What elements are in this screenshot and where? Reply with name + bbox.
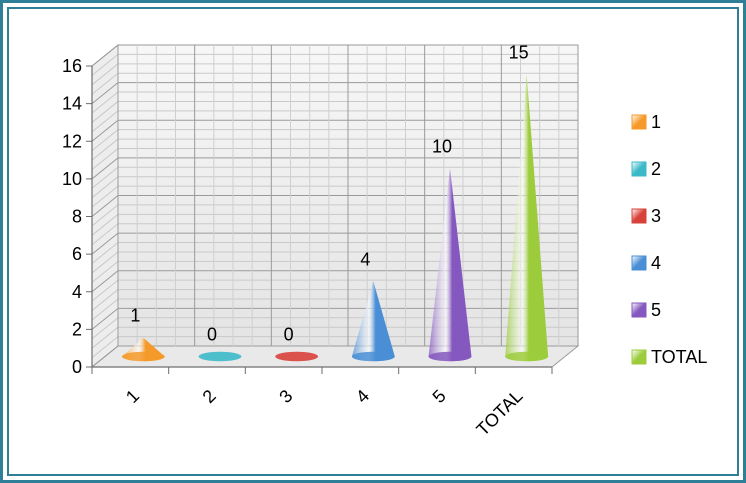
legend-swatch [631,161,647,177]
y-tick-label: 8 [72,207,82,227]
side-gridline [91,289,119,311]
legend-label: 4 [651,253,661,273]
y-tick-label: 16 [62,56,82,76]
y-tick-label: 4 [72,282,82,302]
cone-2 [198,351,242,362]
data-label: 1 [130,306,140,326]
chart-floor [90,345,580,368]
side-gridline [91,44,119,67]
side-gridline [91,213,119,236]
y-tick-label: 12 [62,131,82,151]
cone-1 [121,337,165,362]
cone-5 [428,168,472,362]
legend-swatch [631,302,647,318]
y-tick-label: 10 [62,169,82,189]
x-tick-label: 3 [275,386,296,407]
data-label: 0 [207,325,217,345]
side-gridline [91,166,119,189]
side-gridline [91,317,119,340]
side-gridline [91,63,119,86]
side-gridline [91,138,119,161]
side-gridline [91,185,119,208]
chart-inner-border [7,7,739,476]
legend: 1 2 3 4 5 TOTAL [631,112,707,367]
x-tick-label: 2 [199,386,220,407]
legend-label: 3 [651,206,661,226]
legend-label: TOTAL [651,347,707,367]
side-gridline [91,195,119,217]
x-tick-label: 5 [429,386,450,407]
y-tick-label: 2 [72,319,82,339]
legend-swatch [631,255,647,271]
side-gridline [91,279,119,302]
axes [86,65,553,374]
side-gridline [91,260,119,283]
side-gridline [91,345,119,368]
side-gridline [91,204,119,227]
cone-total [505,74,549,362]
y-tick-label: 14 [62,94,82,114]
side-gridline [91,251,119,274]
cone-4 [351,281,395,362]
side-gridline [91,232,119,255]
side-gridline [91,326,119,349]
data-label: 15 [509,42,529,62]
side-gridline [91,54,119,76]
data-cones [121,74,549,362]
side-gridline [91,119,119,142]
legend-swatch [631,208,647,224]
cone-3 [275,351,319,362]
legend-swatch [631,349,647,365]
data-label: 4 [360,249,370,269]
y-tick-label: 6 [72,244,82,264]
data-label: 0 [284,325,294,345]
x-tick-label: TOTAL [473,386,527,440]
y-tick-labels: 0 2 4 6 8 10 12 14 16 [62,56,82,377]
side-gridline [91,298,119,321]
x-tick-label: 1 [122,386,143,407]
side-gridline [91,72,119,95]
side-gridline [91,129,119,152]
gridlines [90,43,580,369]
side-gridline [91,242,119,264]
side-gridline [91,101,119,123]
legend-label: 1 [651,112,661,132]
legend-swatch [631,114,647,130]
side-gridline [91,148,119,170]
side-gridline [91,91,119,114]
side-gridline [91,270,119,293]
side-gridline [91,336,119,358]
side-gridline [91,223,119,246]
side-gridline [91,307,119,330]
data-label: 10 [432,136,452,156]
side-gridline [91,110,119,133]
legend-label: 2 [651,159,661,179]
side-gridline [91,176,119,199]
side-gridline [91,157,119,180]
x-tick-labels: 1 2 3 4 5 TOTAL [122,386,527,440]
side-gridline [91,82,119,105]
y-tick-label: 0 [72,357,82,377]
legend-label: 5 [651,300,661,320]
x-tick-label: 4 [352,386,373,407]
